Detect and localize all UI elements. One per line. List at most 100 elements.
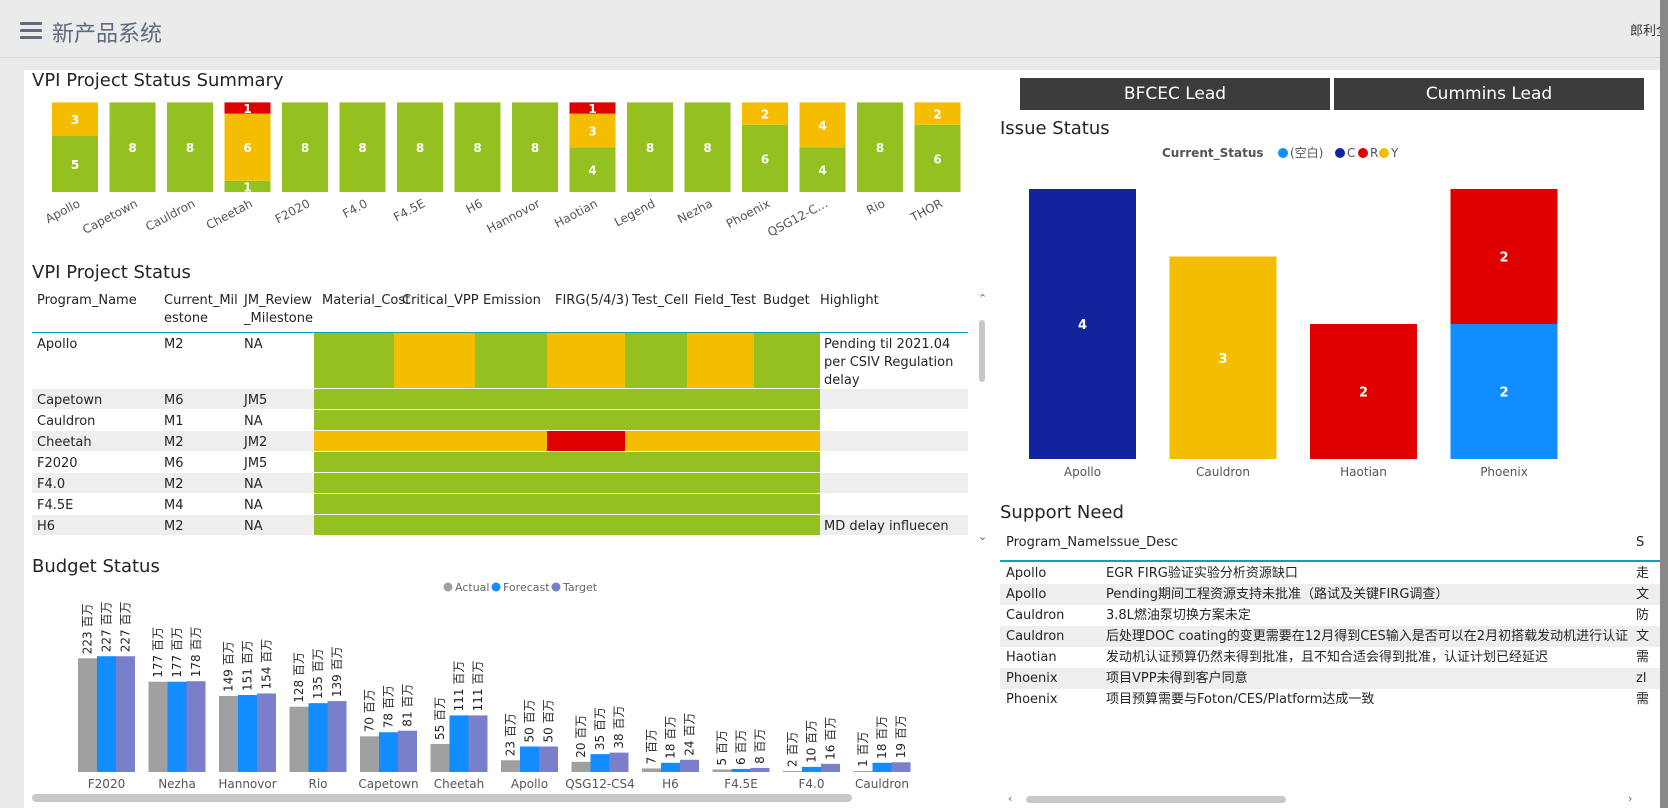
status-cell: [394, 431, 475, 451]
support-header[interactable]: S: [1636, 535, 1645, 550]
support-cell-s: 走: [1636, 566, 1650, 581]
support-scrollbar[interactable]: ‹ ›: [1000, 792, 1640, 805]
status-cell: [547, 473, 625, 493]
summary-bar-label: 6: [761, 152, 769, 166]
user-name[interactable]: 郎利全: [1630, 24, 1668, 39]
issue-bar-segment: [1310, 324, 1417, 459]
vpi-table-row[interactable]: Capetown M6 JM5: [32, 389, 968, 410]
budget-bar: [219, 696, 238, 772]
support-need-table[interactable]: Program_Name Issue_Desc S Apollo EGR FIRG验证实…: [1000, 530, 1660, 720]
vpi-header[interactable]: Budget: [763, 293, 810, 308]
budget-bar: [539, 746, 558, 772]
scroll-right-icon[interactable]: ›: [1628, 792, 1633, 805]
vpi-table-row[interactable]: H6 M2 NA MD delay influecen: [32, 515, 968, 536]
support-cell-desc: EGR FIRG验证实验分析资源缺口: [1106, 566, 1298, 581]
budget-chart[interactable]: Actual Forecast Target 223 百万 227 百万 227 百万 F2…: [28, 580, 968, 792]
support-header[interactable]: Program_Name: [1006, 535, 1106, 550]
support-row[interactable]: Apollo EGR FIRG验证实验分析资源缺口 走: [1000, 563, 1660, 584]
support-cell-desc: 发动机认证预算仍然未得到批准，且不知合适会得到批准，认证计划已经延迟: [1106, 650, 1549, 665]
support-row[interactable]: Cauldron 3.8L燃油泵切换方案未定 防: [1000, 605, 1660, 626]
summary-bar-label: 4: [818, 119, 826, 133]
budget-x-tick: QSG12-CS4: [565, 777, 635, 791]
budget-bar: [360, 736, 379, 772]
vpi-cell-jm: NA: [244, 477, 263, 492]
vpi-cell-cm: M2: [164, 519, 184, 534]
vpi-cell-jm: JM5: [244, 456, 268, 471]
vpi-cell-cm: M2: [164, 435, 184, 450]
issue-status-chart[interactable]: Current_Status (空白) C R Y 4 Apollo 3 Cauldron 2 Ha…: [1000, 145, 1650, 495]
issue-x-tick: Phoenix: [1480, 465, 1528, 479]
vpi-cell-jm: JM5: [244, 393, 268, 408]
vpi-header[interactable]: Material_Cost: [322, 293, 411, 308]
budget-data-label: 16 百万: [824, 717, 838, 760]
cummins-lead-button[interactable]: Cummins Lead: [1334, 78, 1644, 110]
issue-x-tick: Haotian: [1340, 465, 1387, 479]
scroll-left-icon[interactable]: ‹: [1008, 792, 1013, 805]
vpi-cell-name: Apollo: [37, 337, 78, 352]
summary-chart[interactable]: 5 3 Apollo 8 Capetown 8 Cauldron 1 6 1 Cheetah 8 F20…: [28, 100, 968, 260]
legend-marker: [1335, 148, 1345, 158]
vpi-header[interactable]: JM_Review _Milestone: [244, 293, 313, 326]
budget-scrollbar[interactable]: [32, 794, 852, 802]
support-row[interactable]: Phoenix 项目VPP未得到客户同意 zl: [1000, 668, 1660, 689]
vpi-table-row[interactable]: F4.5E M4 NA: [32, 494, 968, 515]
scroll-thumb[interactable]: [979, 320, 985, 382]
vpi-header[interactable]: Highlight: [820, 293, 879, 308]
vpi-header[interactable]: Test_Cell: [632, 293, 689, 308]
vpi-table-row[interactable]: F4.0 M2 NA: [32, 473, 968, 494]
vpi-cell-jm: NA: [244, 519, 263, 534]
status-cell: [625, 473, 687, 493]
summary-bar-segment: [914, 102, 961, 125]
summary-bar-segment: [742, 102, 788, 125]
scroll-down-icon[interactable]: ⌄: [978, 530, 988, 543]
status-cell: [314, 410, 394, 430]
status-cell: [475, 410, 547, 430]
vpi-table-row[interactable]: Cauldron M1 NA: [32, 410, 968, 431]
status-cell: [475, 494, 547, 514]
bfcec-lead-button[interactable]: BFCEC Lead: [1020, 78, 1330, 110]
summary-bar-segment: [742, 124, 788, 192]
scroll-up-icon[interactable]: ⌃: [978, 292, 988, 305]
summary-bar-label: 8: [186, 141, 194, 155]
support-row[interactable]: Phoenix 项目预算需要与Foton/CES/Platform达成一致 需: [1000, 689, 1660, 710]
vpi-table-scrollbar[interactable]: ⌃ ⌄: [976, 292, 988, 550]
support-header[interactable]: Issue_Desc: [1106, 535, 1179, 550]
vpi-header[interactable]: Emission: [483, 293, 541, 308]
status-cell: [687, 333, 754, 388]
vpi-status-table[interactable]: Program_Name Current_Mil estone JM_Review …: [32, 288, 968, 550]
vpi-header[interactable]: Program_Name: [37, 293, 137, 308]
issue-status-title: Issue Status: [1000, 118, 1110, 139]
vpi-cell-cm: M2: [164, 477, 184, 492]
vpi-header[interactable]: Current_Mil estone: [164, 293, 238, 326]
vpi-header[interactable]: FIRG(5/4/3): [555, 293, 630, 308]
summary-bar-segment: [512, 102, 558, 192]
budget-bar: [661, 762, 680, 772]
vpi-header[interactable]: Field_Test: [694, 293, 757, 308]
summary-bar-segment: [52, 102, 98, 136]
support-cell-name: Apollo: [1006, 566, 1047, 581]
vpi-cell-cm: M6: [164, 456, 184, 471]
support-row[interactable]: Cauldron 后处理DOC coating的变更需要在12月得到CES输入是否…: [1000, 626, 1660, 647]
budget-bar: [257, 693, 276, 772]
vpi-table-row[interactable]: F2020 M6 JM5: [32, 452, 968, 473]
status-cell: [687, 431, 754, 451]
issue-bar-label: 3: [1218, 352, 1227, 367]
vpi-cell-name: F2020: [37, 456, 78, 471]
budget-data-label: 23 百万: [504, 713, 518, 756]
scroll-thumb[interactable]: [1026, 796, 1286, 803]
vpi-table-row[interactable]: Apollo M2 NA Pending til 2021.04 per CSIV R…: [32, 333, 968, 389]
budget-x-tick: F2020: [88, 777, 125, 791]
support-row[interactable]: Haotian 发动机认证预算仍然未得到批准，且不知合适会得到批准，认证计划已经延…: [1000, 647, 1660, 668]
summary-bar-label: 8: [416, 141, 424, 155]
vpi-table-row[interactable]: Cheetah M2 JM2: [32, 431, 968, 452]
vpi-header[interactable]: Critical_VPP: [402, 293, 479, 308]
vpi-cell-jm: NA: [244, 337, 263, 352]
status-cell: [314, 494, 394, 514]
hamburger-menu-icon[interactable]: [20, 22, 42, 40]
budget-data-label: 128 百万: [292, 652, 306, 703]
support-row[interactable]: Apollo Pending期间工程资源支持未批准（路试及关键FIRG调查） 文: [1000, 584, 1660, 605]
budget-data-label: 8 百万: [753, 728, 767, 763]
summary-bar-segment: [454, 102, 501, 192]
budget-data-label: 50 百万: [542, 699, 556, 742]
budget-data-label: 111 百万: [471, 661, 485, 712]
